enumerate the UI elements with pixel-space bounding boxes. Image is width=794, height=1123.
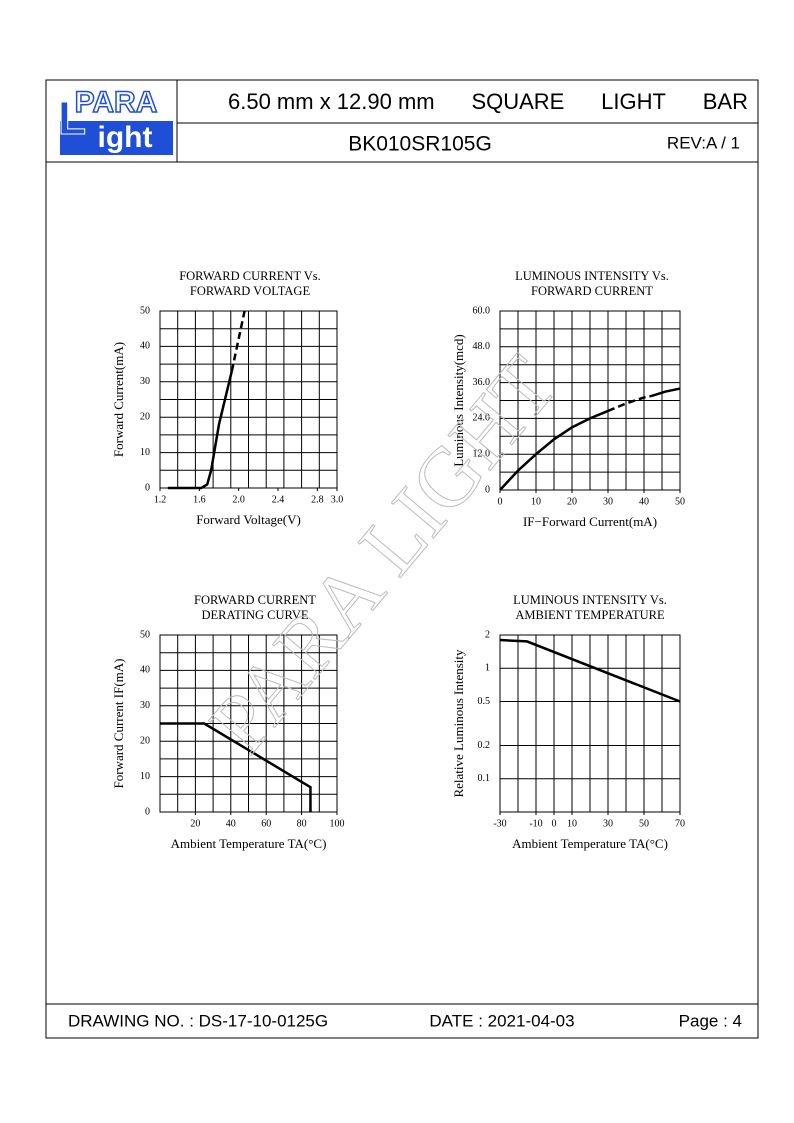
y-tick-label: 12.0: [473, 448, 491, 459]
logo: PARA L ight: [57, 85, 173, 156]
y-tick-label: 30: [140, 700, 150, 711]
y-tick-label: 0.5: [478, 696, 491, 707]
chart-title: LUMINOUS INTENSITY Vs.: [513, 593, 667, 607]
x-tick-label: 40: [226, 818, 236, 829]
y-tick-label: 48.0: [473, 341, 491, 352]
y-tick-label: 0.2: [478, 740, 491, 751]
y-tick-label: 0: [145, 482, 150, 493]
x-tick-label: 50: [675, 496, 685, 507]
y-tick-label: 20: [140, 411, 150, 422]
curve: [230, 310, 246, 372]
x-tick-label: 60: [261, 818, 271, 829]
x-tick-label: 70: [675, 818, 685, 829]
y-tick-label: 2: [485, 629, 490, 640]
y-tick-label: 40: [140, 341, 150, 352]
curve: [607, 394, 652, 413]
logo-band: [60, 121, 173, 155]
curve: [160, 722, 312, 812]
x-tick-label: 30: [603, 496, 613, 507]
x-tick-label: 40: [639, 496, 649, 507]
part-number: BK010SR105G: [348, 133, 492, 156]
x-axis-label: IF−Forward Current(mA): [523, 514, 657, 529]
logo-bottom: ight: [98, 121, 153, 154]
x-tick-label: 10: [567, 818, 577, 829]
y-tick-label: 10: [140, 447, 150, 458]
x-axis-label: Forward Voltage(V): [196, 512, 301, 527]
y-axis-label: Luminous Intensity(mcd): [451, 334, 466, 467]
x-tick-label: 100: [330, 818, 345, 829]
y-tick-label: 10: [140, 771, 150, 782]
y-axis-label: Forward Current(mA): [111, 342, 126, 457]
y-tick-label: 50: [140, 305, 150, 316]
chart-title: FORWARD VOLTAGE: [190, 284, 311, 298]
drawing-number: DRAWING NO. : DS-17-10-0125G: [68, 1011, 328, 1030]
logo-top: PARA: [75, 86, 158, 119]
x-tick-label: 1.6: [193, 494, 206, 505]
y-tick-label: 0.1: [478, 773, 491, 784]
page-number: Page : 4: [679, 1011, 742, 1030]
y-tick-label: 60.0: [473, 305, 491, 316]
curve: [167, 370, 233, 490]
x-tick-label: 0: [498, 496, 503, 507]
logo-initial: L: [58, 92, 86, 144]
title-part: LIGHT: [601, 89, 666, 114]
x-tick-label: 30: [603, 818, 613, 829]
x-tick-label: 10: [531, 496, 541, 507]
x-tick-label: 20: [567, 496, 577, 507]
y-tick-label: 24.0: [473, 413, 491, 424]
x-tick-label: 50: [639, 818, 649, 829]
x-tick-label: 2.0: [232, 494, 245, 505]
header-title: 6.50 mm x 12.90 mm SQUARE LIGHT BAR: [228, 89, 748, 114]
title-part: 6.50 mm x 12.90 mm: [228, 89, 435, 114]
chart-title: FORWARD CURRENT Vs.: [179, 269, 321, 283]
curve: [499, 409, 609, 491]
x-tick-label: 2.8: [311, 494, 324, 505]
x-tick-label: 2.4: [272, 494, 285, 505]
chart-title: FORWARD CURRENT: [194, 593, 316, 607]
x-axis-label: Ambient Temperature TA(°C): [512, 836, 668, 851]
title-part: BAR: [703, 89, 748, 114]
curve: [499, 638, 681, 703]
x-tick-label: -10: [529, 818, 542, 829]
x-tick-label: 1.2: [154, 494, 167, 505]
x-tick-label: 20: [190, 818, 200, 829]
y-tick-label: 20: [140, 735, 150, 746]
y-axis-label: Forward Current IF(mA): [111, 659, 126, 789]
page-frame: [45, 79, 759, 1039]
y-tick-label: 40: [140, 665, 150, 676]
chart-title: DERATING CURVE: [202, 608, 309, 622]
x-tick-label: 3.0: [331, 494, 344, 505]
title-part: SQUARE: [471, 89, 564, 114]
chart-title: LUMINOUS INTENSITY Vs.: [515, 269, 669, 283]
x-axis-label: Ambient Temperature TA(°C): [171, 836, 327, 851]
plot-frame: [499, 310, 681, 491]
revision: REV:A / 1: [667, 133, 740, 152]
plot-frame: [159, 310, 338, 489]
y-tick-label: 0: [145, 806, 150, 817]
y-tick-label: 0: [485, 484, 490, 495]
x-tick-label: -30: [493, 818, 506, 829]
y-tick-label: 1: [485, 663, 490, 674]
curve: [650, 387, 681, 398]
chart-title: FORWARD CURRENT: [531, 284, 653, 298]
chart-title: AMBIENT TEMPERATURE: [515, 608, 665, 622]
y-axis-label: Relative Luminous Intensity: [451, 649, 466, 798]
x-tick-label: 80: [297, 818, 307, 829]
y-tick-label: 50: [140, 629, 150, 640]
y-tick-label: 36.0: [473, 377, 491, 388]
y-tick-label: 30: [140, 376, 150, 387]
x-tick-label: 0: [552, 818, 557, 829]
date: DATE : 2021-04-03: [429, 1011, 574, 1030]
